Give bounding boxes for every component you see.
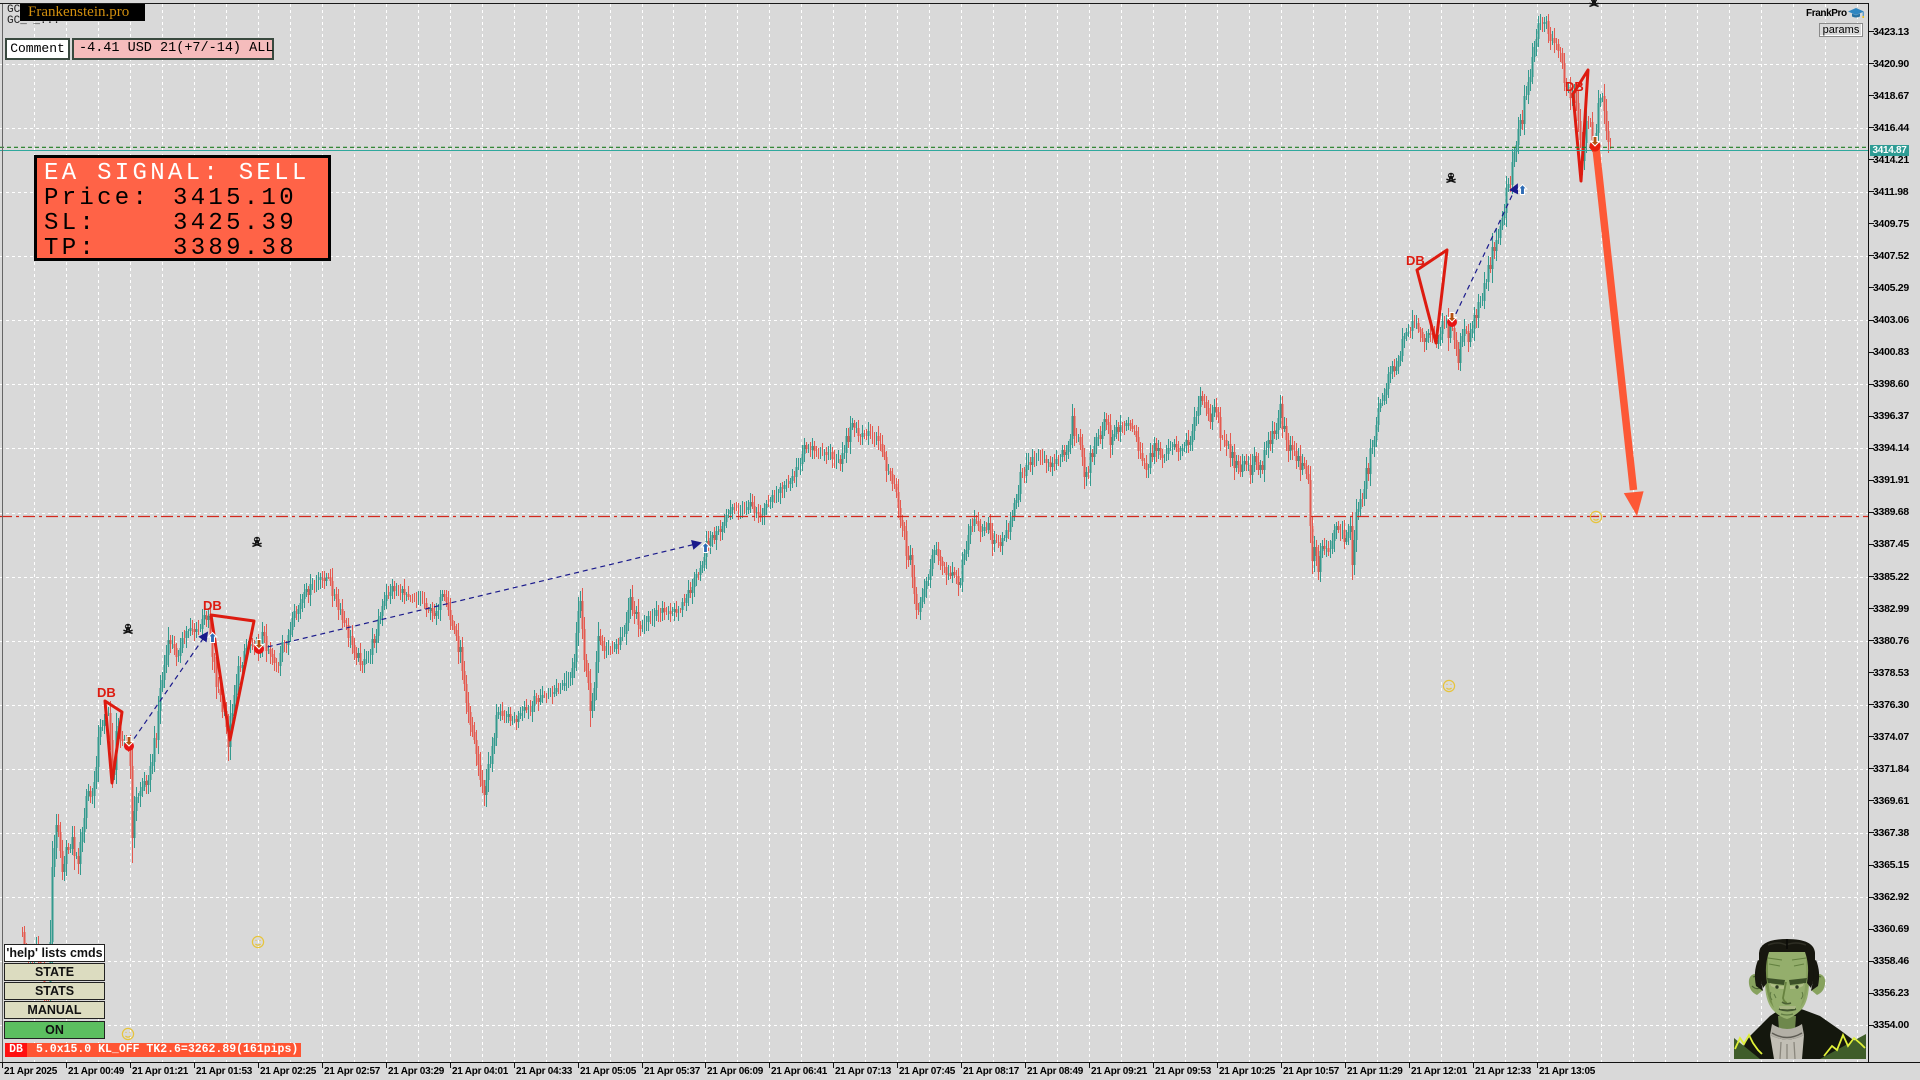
svg-text:DB: DB [1565, 79, 1584, 94]
svg-text:DB: DB [1406, 253, 1425, 268]
svg-text:DB: DB [203, 598, 222, 613]
svg-text:DB: DB [97, 685, 116, 700]
